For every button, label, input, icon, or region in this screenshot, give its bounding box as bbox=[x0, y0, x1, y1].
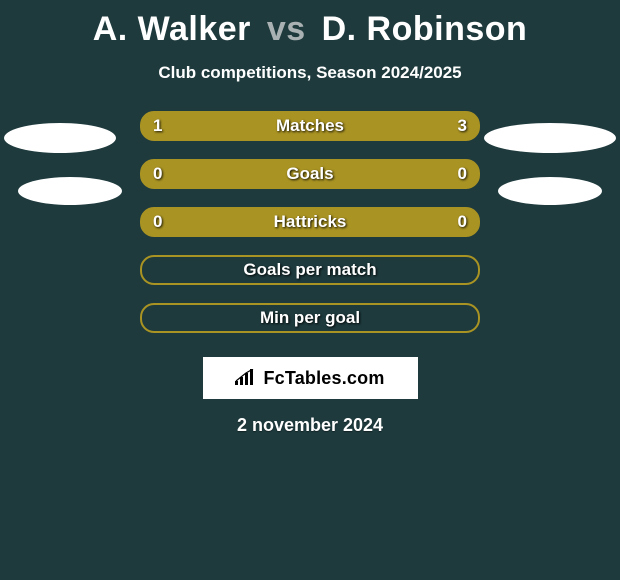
page-title: A. Walker vs D. Robinson bbox=[0, 0, 620, 49]
source-badge-text: FcTables.com bbox=[263, 368, 384, 389]
player2-name: D. Robinson bbox=[322, 10, 528, 48]
stat-row-matches: 1 Matches 3 bbox=[140, 111, 480, 141]
stat-value-right: 3 bbox=[458, 116, 467, 136]
stat-value-right: 0 bbox=[458, 212, 467, 232]
player1-name: A. Walker bbox=[93, 10, 251, 48]
bar-chart-icon bbox=[235, 369, 257, 387]
decor-ellipse bbox=[18, 177, 122, 205]
stat-label: Hattricks bbox=[274, 212, 347, 232]
vs-separator: vs bbox=[261, 10, 312, 48]
stat-value-left: 1 bbox=[153, 116, 162, 136]
decor-ellipse bbox=[4, 123, 116, 153]
stat-rows: 1 Matches 3 0 Goals 0 0 Hattricks 0 Goal… bbox=[140, 111, 480, 351]
snapshot-date: 2 november 2024 bbox=[0, 415, 620, 436]
stat-value-left: 0 bbox=[153, 164, 162, 184]
comparison-card: A. Walker vs D. Robinson Club competitio… bbox=[0, 0, 620, 580]
stat-row-goals-per-match: Goals per match bbox=[140, 255, 480, 285]
source-badge: FcTables.com bbox=[203, 357, 418, 399]
stat-value-right: 0 bbox=[458, 164, 467, 184]
stat-label: Min per goal bbox=[260, 308, 360, 328]
decor-ellipse bbox=[498, 177, 602, 205]
stat-label: Goals per match bbox=[243, 260, 376, 280]
stat-value-left: 0 bbox=[153, 212, 162, 232]
stat-label: Goals bbox=[286, 164, 333, 184]
stat-row-hattricks: 0 Hattricks 0 bbox=[140, 207, 480, 237]
subtitle: Club competitions, Season 2024/2025 bbox=[0, 63, 620, 83]
stat-label: Matches bbox=[276, 116, 344, 136]
stats-stage: 1 Matches 3 0 Goals 0 0 Hattricks 0 Goal… bbox=[0, 111, 620, 351]
stat-row-goals: 0 Goals 0 bbox=[140, 159, 480, 189]
decor-ellipse bbox=[484, 123, 616, 153]
stat-row-min-per-goal: Min per goal bbox=[140, 303, 480, 333]
